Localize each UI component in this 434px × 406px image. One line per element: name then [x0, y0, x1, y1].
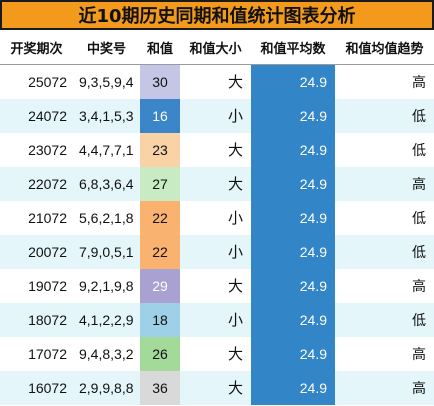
table-row: 16072 2,9,9,8,8 36 大 24.9 高 [0, 370, 434, 405]
table-row: 23072 4,4,7,7,1 23 大 24.9 低 [0, 132, 434, 167]
header-sum: 和值 [140, 30, 180, 65]
sum-average-cell: 24.9 [251, 268, 335, 303]
winning-numbers-cell: 6,8,3,6,4 [73, 166, 140, 201]
table-row: 21072 5,6,2,1,8 22 小 24.9 低 [0, 200, 434, 235]
period-cell: 18072 [0, 302, 73, 337]
table-body: 25072 9,3,5,9,4 30 大 24.9 高 24072 3,4,1,… [0, 64, 434, 405]
header-numbers: 中奖号 [73, 30, 140, 65]
table-row: 24072 3,4,1,5,3 16 小 24.9 低 [0, 98, 434, 133]
history-sum-table: 开奖期次 中奖号 和值 和值大小 和值平均数 和值均值趋势 25072 9,3,… [0, 30, 434, 405]
sum-average-cell: 24.9 [251, 370, 335, 405]
sum-cell: 27 [140, 166, 180, 201]
table-header-row: 开奖期次 中奖号 和值 和值大小 和值平均数 和值均值趋势 [0, 30, 434, 65]
sum-size-cell: 大 [180, 132, 251, 167]
sum-size-cell: 大 [180, 64, 251, 99]
period-cell: 22072 [0, 166, 73, 201]
winning-numbers-cell: 7,9,0,5,1 [73, 234, 140, 269]
sum-size-cell: 小 [180, 234, 251, 269]
sum-average-cell: 24.9 [251, 98, 335, 133]
sum-trend-cell: 高 [335, 166, 434, 201]
sum-trend-cell: 高 [335, 336, 434, 371]
sum-size-cell: 大 [180, 166, 251, 201]
sum-trend-cell: 高 [335, 64, 434, 99]
sum-trend-cell: 低 [335, 302, 434, 337]
winning-numbers-cell: 4,1,2,2,9 [73, 302, 140, 337]
sum-trend-cell: 低 [335, 200, 434, 235]
table-row: 22072 6,8,3,6,4 27 大 24.9 高 [0, 166, 434, 201]
period-cell: 23072 [0, 132, 73, 167]
winning-numbers-cell: 3,4,1,5,3 [73, 98, 140, 133]
sum-cell: 16 [140, 98, 180, 133]
sum-cell: 30 [140, 64, 180, 99]
sum-average-cell: 24.9 [251, 200, 335, 235]
sum-cell: 26 [140, 336, 180, 371]
winning-numbers-cell: 5,6,2,1,8 [73, 200, 140, 235]
sum-trend-cell: 低 [335, 132, 434, 167]
table-row: 25072 9,3,5,9,4 30 大 24.9 高 [0, 64, 434, 99]
period-cell: 20072 [0, 234, 73, 269]
period-cell: 21072 [0, 200, 73, 235]
winning-numbers-cell: 4,4,7,7,1 [73, 132, 140, 167]
period-cell: 25072 [0, 64, 73, 99]
sum-average-cell: 24.9 [251, 132, 335, 167]
header-sum-average: 和值平均数 [251, 30, 335, 65]
sum-size-cell: 大 [180, 370, 251, 405]
sum-size-cell: 小 [180, 302, 251, 337]
sum-average-cell: 24.9 [251, 166, 335, 201]
period-cell: 24072 [0, 98, 73, 133]
header-sum-size: 和值大小 [180, 30, 251, 65]
table-row: 19072 9,2,1,9,8 29 大 24.9 高 [0, 268, 434, 303]
sum-size-cell: 小 [180, 200, 251, 235]
winning-numbers-cell: 9,2,1,9,8 [73, 268, 140, 303]
sum-cell: 29 [140, 268, 180, 303]
sum-cell: 36 [140, 370, 180, 405]
sum-average-cell: 24.9 [251, 336, 335, 371]
sum-cell: 22 [140, 200, 180, 235]
sum-average-cell: 24.9 [251, 234, 335, 269]
sum-trend-cell: 低 [335, 234, 434, 269]
sum-cell: 22 [140, 234, 180, 269]
sum-size-cell: 小 [180, 98, 251, 133]
sum-average-cell: 24.9 [251, 302, 335, 337]
period-cell: 16072 [0, 370, 73, 405]
period-cell: 17072 [0, 336, 73, 371]
winning-numbers-cell: 2,9,9,8,8 [73, 370, 140, 405]
table-row: 17072 9,4,8,3,2 26 大 24.9 高 [0, 336, 434, 371]
winning-numbers-cell: 9,3,5,9,4 [73, 64, 140, 99]
header-sum-trend: 和值均值趋势 [335, 30, 434, 65]
page-title: 近10期历史同期和值统计图表分析 [0, 0, 434, 30]
sum-size-cell: 大 [180, 336, 251, 371]
winning-numbers-cell: 9,4,8,3,2 [73, 336, 140, 371]
table-row: 20072 7,9,0,5,1 22 小 24.9 低 [0, 234, 434, 269]
sum-trend-cell: 高 [335, 370, 434, 405]
header-period: 开奖期次 [0, 30, 73, 65]
table-row: 18072 4,1,2,2,9 18 小 24.9 低 [0, 302, 434, 337]
sum-cell: 18 [140, 302, 180, 337]
period-cell: 19072 [0, 268, 73, 303]
sum-average-cell: 24.9 [251, 64, 335, 99]
sum-trend-cell: 低 [335, 98, 434, 133]
sum-trend-cell: 高 [335, 268, 434, 303]
sum-size-cell: 大 [180, 268, 251, 303]
sum-cell: 23 [140, 132, 180, 167]
